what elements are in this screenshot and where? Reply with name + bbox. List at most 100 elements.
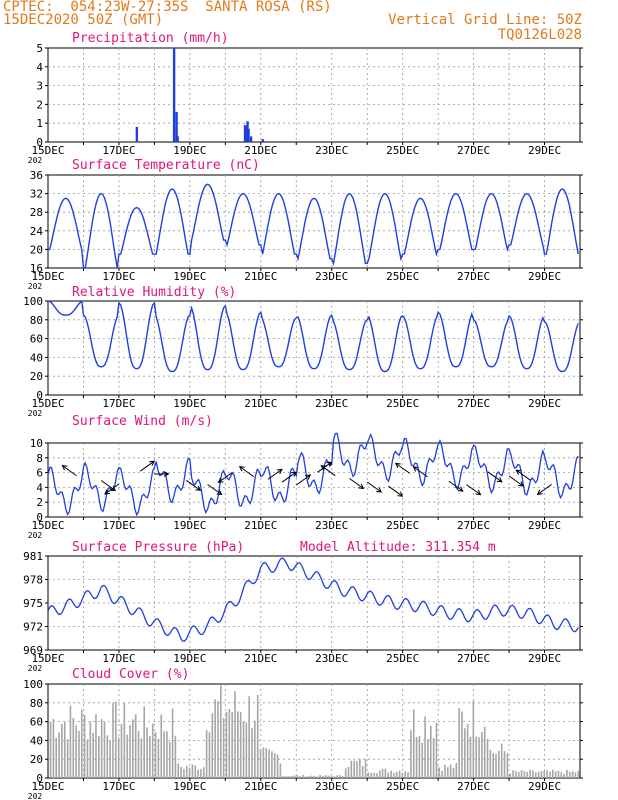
cloud-bar: [256, 694, 259, 778]
x-tick-label: 23DEC: [315, 519, 348, 532]
cloud-bar: [532, 770, 534, 778]
cloud-bar: [208, 732, 211, 778]
x-tick-label: 19DEC: [173, 780, 206, 793]
cloud-bar: [515, 771, 517, 778]
cloud-bar: [310, 775, 313, 778]
y-tick-label: 100: [23, 678, 43, 691]
cloud-bar: [160, 714, 163, 778]
cloud-bar: [205, 730, 208, 778]
cloud-bar: [506, 753, 509, 778]
cloud-bar: [83, 714, 86, 778]
cloud-bar: [140, 738, 143, 778]
x-tick-label: 29DEC: [528, 397, 561, 410]
cloud-bar: [543, 770, 546, 778]
cloud-bar: [322, 775, 324, 778]
cloud-bar: [265, 748, 268, 778]
x-year-label: 202: [28, 282, 43, 291]
x-tick-label: 15DEC: [31, 144, 64, 157]
x-tick-label: 25DEC: [386, 144, 419, 157]
panel-5: [45, 683, 583, 781]
cloud-bar: [72, 717, 75, 778]
x-tick-label: 27DEC: [457, 519, 490, 532]
wind-arrow-head: [305, 474, 312, 480]
x-tick-label: 23DEC: [315, 270, 348, 283]
x-tick-label: 15DEC: [31, 780, 64, 793]
cloud-bar: [503, 751, 506, 778]
y-tick-label: 20: [30, 370, 43, 383]
y-tick-label: 60: [30, 716, 43, 729]
cloud-bar: [296, 775, 299, 778]
wind-arrow-head: [475, 489, 482, 496]
cloud-bar: [495, 754, 497, 778]
cloud-bar: [424, 716, 426, 778]
cloud-bar: [551, 769, 554, 778]
x-tick-label: 21DEC: [244, 780, 277, 793]
x-tick-label: 27DEC: [457, 397, 490, 410]
cloud-bar: [271, 751, 273, 778]
wind-arrow-shaft: [413, 466, 428, 478]
x-tick-label: 19DEC: [173, 519, 206, 532]
cloud-bar: [254, 720, 256, 778]
cloud-bar: [222, 717, 225, 778]
wind-arrow-shaft: [295, 474, 311, 486]
y-tick-label: 4: [36, 481, 43, 494]
x-tick-label: 29DEC: [528, 144, 561, 157]
wind-arrow-head: [163, 471, 170, 477]
x-tick-label: 21DEC: [244, 144, 277, 157]
cloud-bar: [489, 749, 492, 778]
cloud-bar: [438, 767, 441, 778]
cloud-bar: [163, 731, 165, 778]
x-tick-label: 29DEC: [528, 519, 561, 532]
wind-arrow-shaft: [281, 471, 297, 483]
panel-1: [45, 174, 583, 271]
cloud-bar: [432, 738, 435, 778]
header-station: CPTEC: 054:23W-27:35S SANTA ROSA (RS): [3, 0, 332, 15]
cloud-bar: [350, 760, 353, 778]
x-tick-label: 29DEC: [528, 780, 561, 793]
cloud-bar: [534, 772, 537, 778]
header-run-date: 15DEC2020 50Z (GMT): [3, 12, 164, 28]
cloud-bar: [421, 742, 424, 778]
wind-arrow-head: [61, 464, 68, 471]
y-tick-label: 6: [36, 467, 43, 480]
cloud-bar: [95, 714, 97, 778]
cloud-bar: [336, 775, 338, 778]
y-tick-label: 80: [30, 314, 43, 327]
x-tick-label: 21DEC: [244, 270, 277, 283]
x-tick-label: 25DEC: [386, 519, 419, 532]
cloud-bar: [157, 739, 160, 778]
cloud-bar: [55, 737, 58, 778]
cloud-bar: [447, 767, 449, 778]
cloud-bar: [523, 771, 526, 778]
wind-arrow-shaft: [62, 465, 77, 477]
cloud-bar: [319, 774, 321, 778]
x-year-label: 202: [28, 531, 43, 540]
cloud-bar: [200, 769, 202, 778]
wind-arrow-shaft: [104, 483, 120, 495]
cloud-bar: [517, 771, 520, 778]
cloud-bar: [168, 741, 171, 778]
wind-arrow-head: [238, 465, 245, 472]
cloud-bar: [52, 719, 55, 778]
cloud-bar: [412, 709, 415, 778]
wind-arrow-head: [276, 468, 283, 475]
wind-arrow-head: [376, 487, 383, 493]
wind-arrow-shaft: [139, 460, 155, 472]
x-tick-label: 17DEC: [102, 144, 135, 157]
x-tick-label: 17DEC: [102, 519, 135, 532]
x-tick-label: 23DEC: [315, 652, 348, 665]
wind-arrow-head: [496, 477, 503, 483]
x-tick-label: 25DEC: [386, 397, 419, 410]
wind-arrow-head: [394, 462, 401, 469]
wind-arrow-shaft: [466, 484, 481, 496]
cloud-bar: [98, 736, 100, 778]
cloud-bar: [393, 773, 395, 778]
cloud-bar: [367, 772, 370, 778]
cloud-bar: [237, 711, 239, 778]
cloud-bar: [370, 773, 372, 778]
cloud-bar: [395, 771, 398, 778]
cloud-bar: [214, 699, 216, 778]
x-year-label: 202: [28, 156, 43, 165]
y-tick-label: 40: [30, 734, 43, 747]
